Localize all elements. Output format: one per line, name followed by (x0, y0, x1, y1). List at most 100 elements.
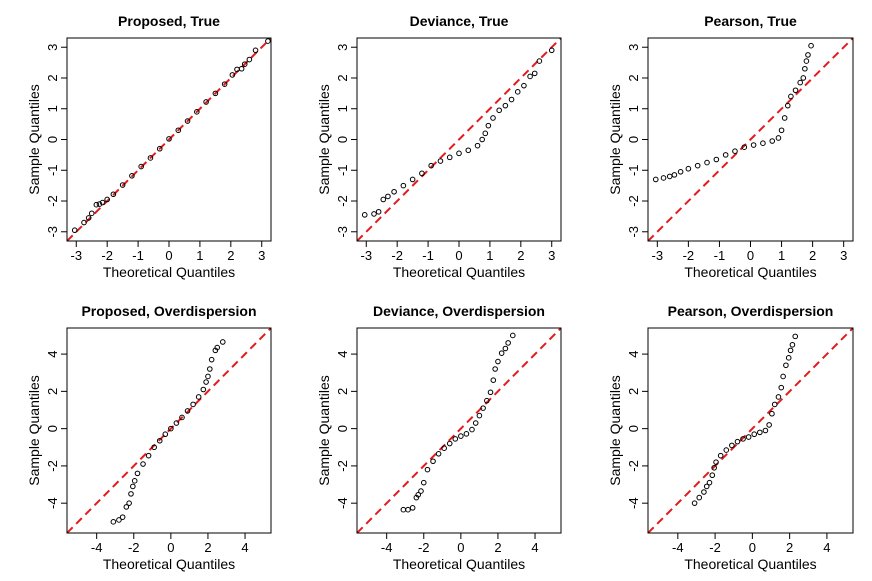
data-point (660, 175, 667, 181)
data-point (110, 519, 117, 525)
data-point (771, 401, 778, 408)
y-tick-label: -4 (335, 497, 350, 509)
data-point (527, 73, 533, 80)
data-point (190, 401, 196, 408)
data-point (452, 436, 459, 442)
x-tick-label: 2 (809, 248, 816, 263)
x-tick-label: 1 (196, 248, 203, 263)
x-tick-label: 2 (786, 540, 793, 555)
y-tick-label: 0 (335, 425, 350, 432)
data-point (119, 182, 126, 188)
x-tick-label: 1 (486, 248, 493, 263)
data-point (502, 345, 509, 352)
y-tick-label: 4 (626, 350, 641, 357)
data-points (110, 339, 226, 525)
data-point (703, 483, 710, 490)
qq-panel-3: Pearson, True -3 -2 -1 0 1 2 3 -3 -2 -1 0 1 2 3 Theoret… (607, 13, 854, 280)
x-axis: -4 -2 0 2 4 (91, 533, 249, 555)
y-tick-label: -3 (45, 226, 60, 238)
x-axis-label: Theoretical Quantiles (684, 556, 816, 572)
data-point (783, 362, 789, 369)
data-point (238, 65, 245, 72)
data-point (490, 115, 496, 121)
data-point (195, 394, 202, 400)
y-tick-label: 0 (626, 136, 641, 143)
data-point (184, 118, 191, 124)
data-point (474, 142, 481, 149)
x-axis: -4 -2 0 2 4 (381, 533, 539, 555)
data-point (409, 505, 416, 511)
data-point (424, 466, 431, 473)
data-point (145, 452, 152, 459)
y-tick-label: 4 (335, 350, 350, 357)
data-point (465, 147, 472, 154)
data-point (769, 138, 776, 144)
data-point (757, 429, 763, 436)
data-point (147, 155, 154, 161)
data-point (138, 163, 144, 170)
data-point (219, 339, 226, 345)
data-point (509, 332, 516, 339)
y-axis-label: Sample Quantiles (316, 84, 332, 195)
data-point (469, 426, 475, 433)
x-tick-label: -2 (683, 248, 695, 263)
panel-title: Deviance, Overdispersion (373, 303, 545, 319)
data-point (677, 168, 684, 175)
panel-title: Deviance, True (410, 13, 509, 29)
data-point (129, 172, 135, 179)
y-axis: -4 -2 0 2 4 (335, 350, 357, 509)
data-point (246, 56, 253, 63)
data-point (498, 350, 505, 356)
x-tick-label: -1 (422, 248, 434, 263)
x-tick-label: 1 (778, 248, 785, 263)
data-point (476, 412, 483, 419)
y-tick-label: -1 (335, 164, 350, 176)
data-point (775, 135, 782, 141)
x-tick-label: 4 (823, 540, 830, 555)
reference-line (357, 328, 561, 533)
y-tick-label: -1 (626, 164, 641, 176)
data-point (428, 162, 434, 169)
data-point (536, 58, 543, 64)
data-point (71, 227, 78, 234)
y-tick-label: 0 (335, 136, 350, 143)
plot-frame (356, 327, 562, 534)
x-axis: -3 -2 -1 0 1 2 3 (652, 241, 847, 263)
panel-title: Proposed, Overdispersion (81, 303, 256, 319)
x-tick-label: 3 (840, 248, 847, 263)
data-point (93, 201, 100, 208)
y-tick-label: 2 (626, 74, 641, 81)
data-point (548, 47, 555, 54)
data-point (131, 478, 138, 484)
data-point (778, 127, 785, 134)
data-point (792, 333, 799, 340)
data-point (375, 208, 382, 215)
y-tick-label: 2 (335, 388, 350, 395)
y-tick-label: -3 (335, 226, 350, 238)
x-tick-label: -4 (381, 540, 393, 555)
y-tick-label: 3 (626, 44, 641, 51)
x-tick-label: -2 (128, 540, 140, 555)
data-point (203, 379, 209, 385)
data-point (241, 61, 248, 67)
data-point (208, 356, 215, 363)
panel-title: Pearson, True (704, 13, 797, 29)
data-point (463, 431, 470, 437)
x-tick-label: -4 (672, 540, 684, 555)
data-point (104, 196, 110, 203)
data-point (709, 472, 716, 479)
data-point (685, 165, 692, 172)
qq-panel-6: Pearson, Overdispersion -4 -2 0 2 4 -4 -2 0 2 4 The… (607, 303, 854, 572)
qq-panel-4: Proposed, Overdispersion -4 -2 0 2 4 -4 -2 0 2 4 Th… (26, 303, 272, 572)
x-axis-label: Theoretical Quantiles (103, 264, 235, 280)
x-tick-label: -4 (91, 540, 103, 555)
data-point (723, 447, 730, 453)
x-tick-label: 4 (531, 540, 538, 555)
y-tick-label: 2 (45, 74, 60, 81)
data-point (805, 52, 811, 58)
data-point (745, 434, 752, 440)
x-axis-label: Theoretical Quantiles (684, 264, 816, 280)
data-point (785, 355, 792, 361)
data-point (666, 173, 673, 180)
y-tick-label: -4 (45, 497, 60, 509)
